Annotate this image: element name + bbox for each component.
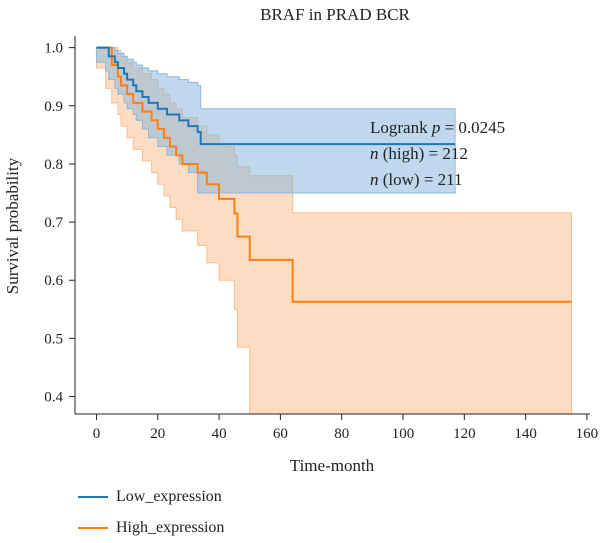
- legend-swatch-high: [78, 527, 108, 529]
- survival-line-low: [96, 46, 456, 146]
- n-high-annotation: n (high) = 212: [370, 144, 468, 163]
- x-axis-label: Time-month: [290, 456, 375, 475]
- x-tick-label: 60: [273, 426, 288, 442]
- survival-line-high: [96, 46, 572, 303]
- legend-item-low: Low_expression: [78, 488, 222, 506]
- x-tick-label: 100: [392, 426, 415, 442]
- x-tick-label: 140: [514, 426, 537, 442]
- x-tick-label: 20: [150, 426, 165, 442]
- x-axis: 0 20 40 60 80 100 120 140 160: [75, 413, 599, 442]
- x-tick-label: 120: [453, 426, 476, 442]
- legend-item-high: High_expression: [78, 519, 224, 537]
- y-tick-label: 0.9: [44, 99, 63, 115]
- x-tick-label: 160: [576, 426, 599, 442]
- y-tick-label: 1.0: [44, 41, 63, 57]
- plot-area: [95, 46, 573, 415]
- n-low-annotation: n (low) = 211: [370, 170, 463, 189]
- logrank-annotation: Logrank p = 0.0245: [370, 118, 505, 137]
- y-tick-label: 0.8: [44, 157, 63, 173]
- y-axis: 0.4 0.5 0.6 0.7 0.8 0.9 1.0: [44, 36, 76, 414]
- x-tick-label: 40: [212, 426, 227, 442]
- ci-band-low: [95, 47, 456, 194]
- x-tick-label: 0: [93, 426, 101, 442]
- y-tick-label: 0.7: [44, 215, 63, 231]
- y-axis-label: Survival probability: [3, 157, 22, 294]
- x-tick-label: 80: [334, 426, 349, 442]
- y-tick-label: 0.5: [44, 331, 63, 347]
- legend-label-high: High_expression: [116, 519, 225, 536]
- y-tick-label: 0.6: [44, 273, 63, 289]
- legend-swatch-low: [78, 496, 108, 498]
- y-tick-label: 0.4: [44, 390, 63, 406]
- chart-title: BRAF in PRAD BCR: [260, 5, 410, 24]
- legend-label-low: Low_expression: [116, 488, 222, 505]
- km-chart: BRAF in PRAD BCR 0 20 40 60 80 100 120 140 160 0…: [3, 5, 599, 475]
- stats-annotation: Logrank p = 0.0245 n (high) = 212 n (low…: [370, 118, 505, 189]
